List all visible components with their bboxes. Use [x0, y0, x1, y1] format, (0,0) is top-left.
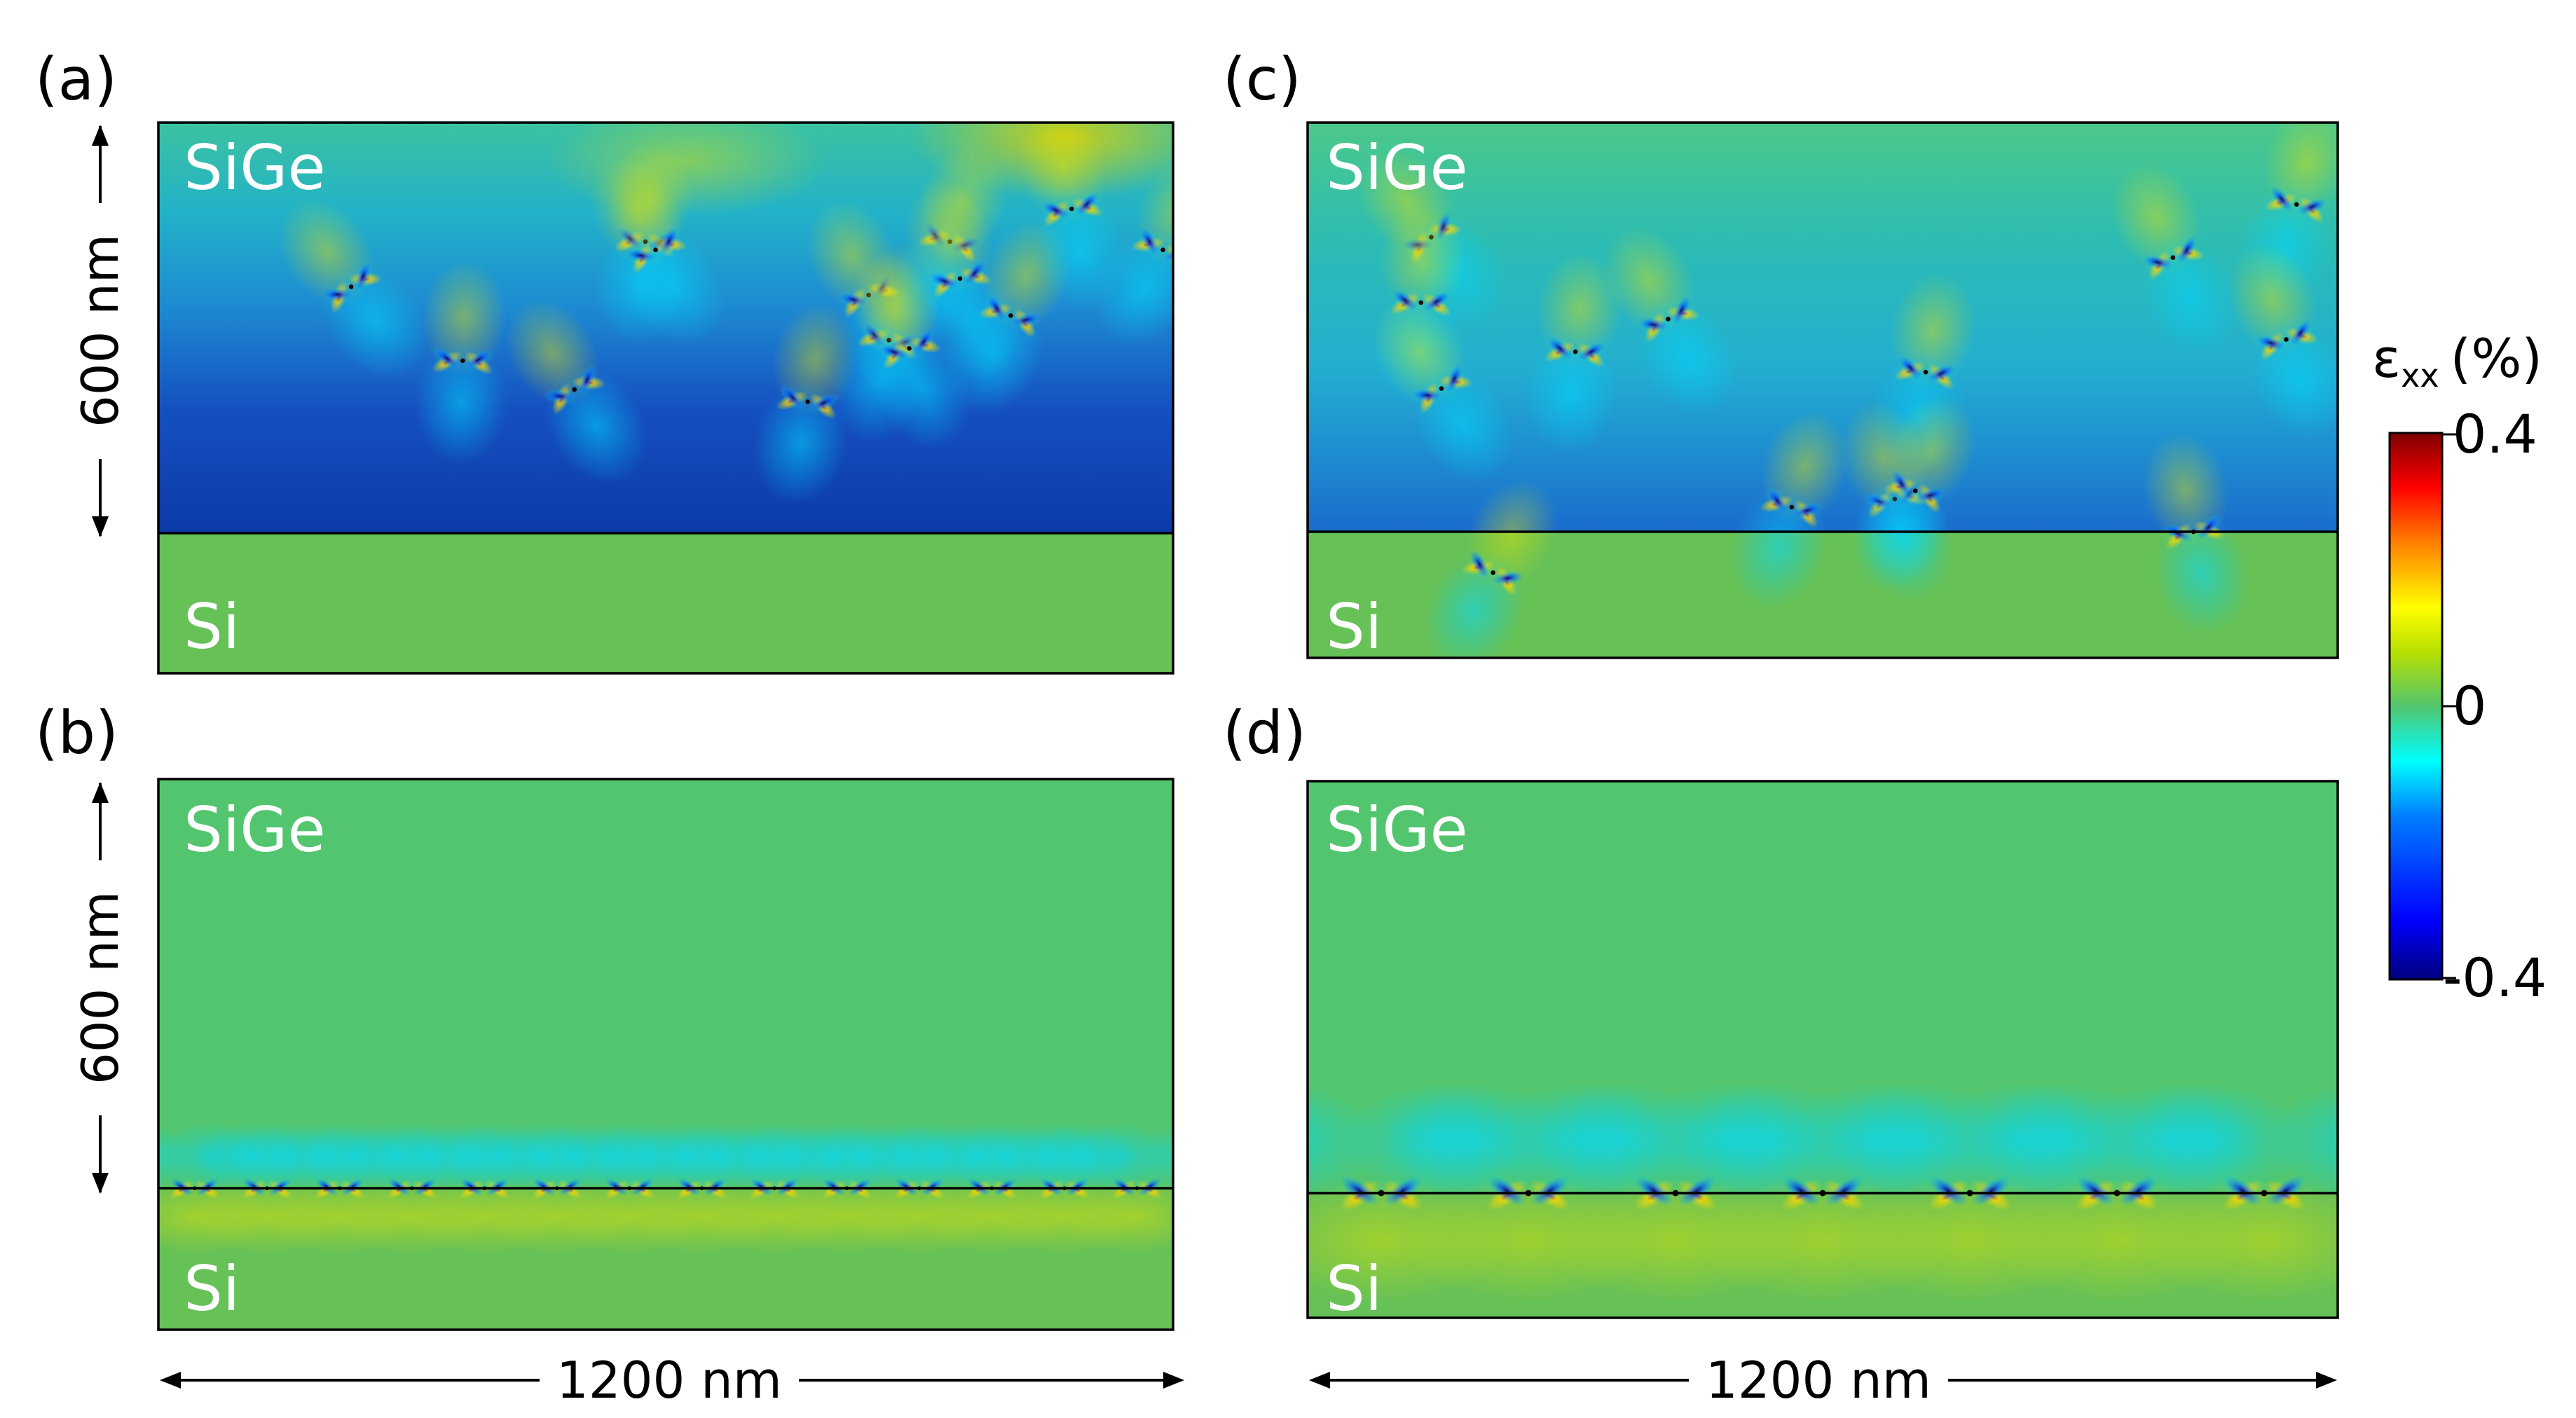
dislocation-group-c: [1359, 123, 2338, 658]
si-label-b: Si: [184, 1253, 240, 1325]
width-scalebar-left: 1200 nm: [160, 1351, 1184, 1410]
si-label-d: Si: [1326, 1253, 1382, 1325]
panel-c-frame: [1306, 121, 2339, 659]
height-label-top: 600 nm: [71, 234, 130, 427]
panel-c: (c) SiGe Si: [1223, 45, 2339, 663]
panel-a-label: (a): [35, 45, 117, 113]
sige-layer-b: [158, 779, 1173, 1188]
width-label-left: 1200 nm: [556, 1351, 782, 1410]
sige-label-b: SiGe: [184, 794, 326, 866]
dislocation-core: [278, 198, 427, 379]
dislocation-core: [1851, 395, 1977, 590]
dislocation-core: [1372, 298, 1514, 483]
panel-b-label: (b): [35, 698, 118, 767]
panel-d-label: (d): [1223, 698, 1306, 767]
panel-a: (a) SiGe Si: [35, 45, 1174, 675]
panel-a-frame: [157, 121, 1174, 675]
height-scalebar-top: 600 nm: [71, 125, 130, 537]
width-scalebar-right: 1200 nm: [1309, 1351, 2337, 1410]
dislocation-core: [2142, 432, 2249, 635]
dislocation-core: [1095, 156, 1173, 347]
dislocation-core: [1524, 252, 1623, 455]
dislocation-group-a: [278, 123, 1173, 505]
dislocation-core: [2075, 1082, 2338, 1304]
sige-label-a: SiGe: [184, 132, 326, 204]
height-scalebar-bottom: 600 nm: [71, 782, 130, 1194]
dislocation-core: [1730, 410, 1849, 608]
colorbar-tick-min: -0.4: [2443, 947, 2547, 1009]
si-label-c: Si: [1326, 591, 1382, 663]
dislocation-core: [1425, 479, 1558, 658]
dislocation-core: [946, 220, 1072, 415]
sige-label-d: SiGe: [1326, 794, 1468, 866]
dislocation-core: [2111, 163, 2239, 357]
dislocation-core: [590, 157, 725, 347]
panel-d: (d) SiGe Si: [1223, 698, 2339, 1325]
dislocation-group-d: [1308, 1082, 2338, 1304]
si-layer-a: [158, 533, 1173, 673]
colorbar-tick-zero: 0: [2453, 675, 2486, 737]
sige-label-c: SiGe: [1326, 132, 1468, 204]
dislocation-core: [2228, 242, 2338, 440]
panel-c-label: (c): [1223, 45, 1301, 113]
si-label-a: Si: [184, 591, 240, 663]
colorbar-title: εxx (%): [2372, 327, 2542, 394]
height-label-bottom: 600 nm: [71, 891, 130, 1085]
colorbar: εxx (%) 0.4 0 -0.4: [2372, 327, 2547, 1009]
panel-d-frame: [1306, 780, 2339, 1319]
dislocation-core: [505, 298, 648, 484]
panel-b: (b) SiGe Si: [35, 698, 1174, 1331]
dislocation-group-b: [158, 1122, 1173, 1255]
dislocation-core: [415, 260, 508, 465]
dislocation-core: [1023, 1122, 1173, 1255]
colorbar-gradient: [2388, 432, 2444, 981]
panel-b-frame: [157, 778, 1174, 1331]
dislocation-core: [1603, 226, 1738, 416]
width-label-right: 1200 nm: [1706, 1351, 1931, 1410]
colorbar-tick-max: 0.4: [2453, 403, 2537, 465]
